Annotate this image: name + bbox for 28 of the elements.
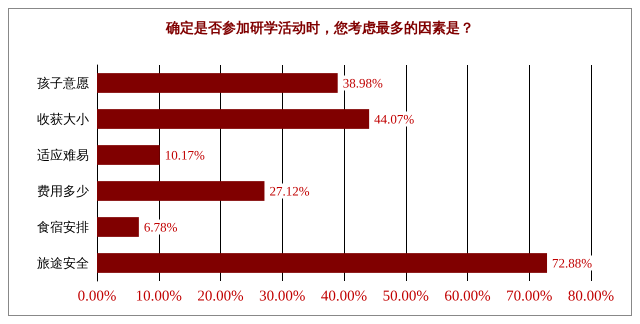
chart-title: 确定是否参加研学活动时，您考虑最多的因素是？ <box>165 20 474 36</box>
y-tick-label: 收获大小 <box>37 112 89 126</box>
y-tick-label: 旅途安全 <box>37 256 89 270</box>
data-label: 10.17% <box>164 148 206 162</box>
y-tick-label: 适应难易 <box>37 148 89 162</box>
data-label: 6.78% <box>144 220 178 234</box>
bar <box>97 217 139 237</box>
x-tick-label: 0.00% <box>78 288 116 304</box>
x-tick-label: 50.00% <box>382 288 429 304</box>
y-tick-label: 孩子意愿 <box>37 76 89 90</box>
y-tick-label: 费用多少 <box>37 184 89 198</box>
bar <box>97 73 338 93</box>
bar <box>97 253 548 273</box>
x-tick-label: 30.00% <box>259 288 306 304</box>
data-label: 44.07% <box>374 112 414 126</box>
x-tick-label: 10.00% <box>136 288 182 304</box>
bar <box>97 145 160 165</box>
data-label: 38.98% <box>342 76 383 90</box>
x-tick-label: 40.00% <box>320 288 368 304</box>
bar <box>97 181 264 201</box>
x-tick-label: 80.00% <box>568 288 614 304</box>
bar <box>97 109 370 129</box>
data-label: 27.12% <box>269 184 310 198</box>
x-tick-label: 60.00% <box>444 288 491 304</box>
y-tick-label: 食宿安排 <box>37 220 89 234</box>
data-label: 72.88% <box>552 256 592 270</box>
x-tick-label: 70.00% <box>506 288 552 304</box>
x-tick-label: 20.00% <box>197 288 244 304</box>
